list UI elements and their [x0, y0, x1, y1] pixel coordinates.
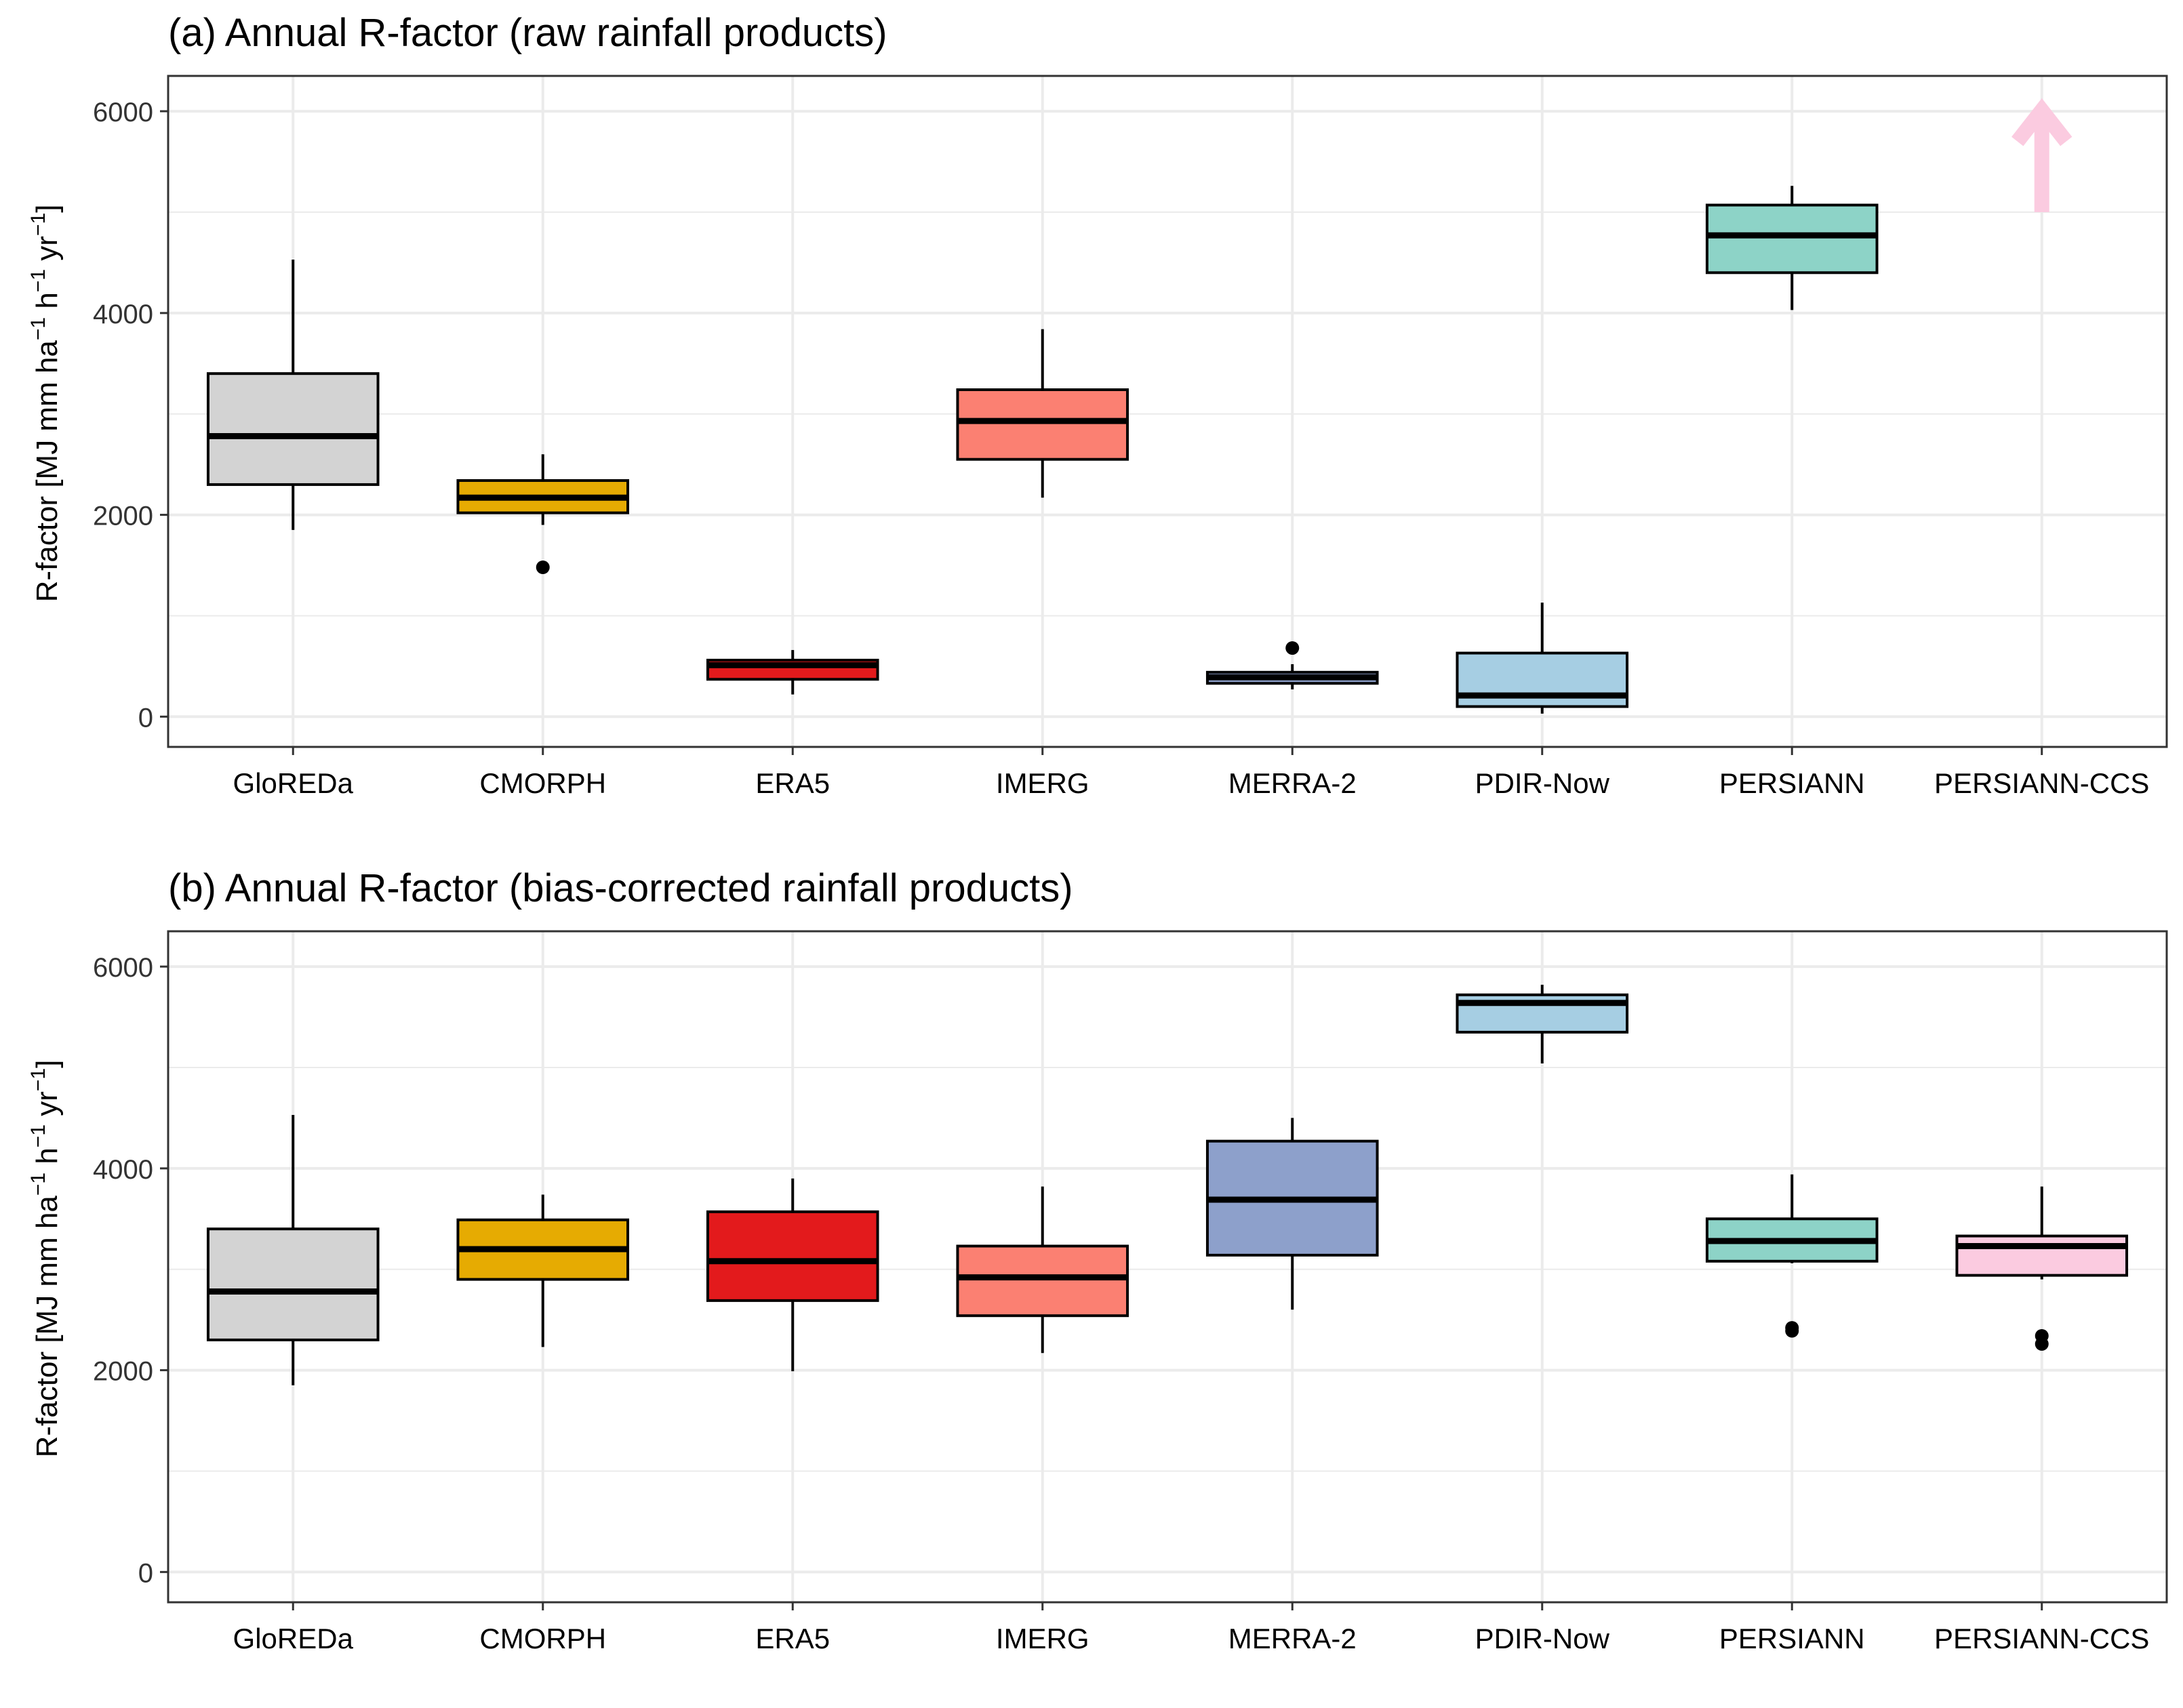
panel-a-x-tick-label: CMORPH — [479, 767, 606, 799]
panel-a-outlier-point — [1285, 641, 1300, 655]
panel-a-plot-background — [168, 76, 2167, 747]
panel-a-y-tick-label: 6000 — [93, 98, 153, 127]
panel-a-x-tick-label: GloREDa — [233, 767, 354, 799]
panel-b-plot-border — [167, 930, 2168, 1604]
panel-a-outlier-point — [536, 561, 550, 575]
panel-a-x-tick-label: PERSIANN — [1719, 767, 1865, 799]
panel-a-y-axis-label-end: ] — [31, 205, 64, 213]
panel-b-y-axis-label-yr: yr — [31, 1091, 64, 1124]
panel-a-x-tick-label: MERRA-2 — [1228, 767, 1357, 799]
panel-b-y-tick-label: 0 — [138, 1558, 153, 1588]
panel-a-y-axis-label-h: h — [31, 292, 64, 317]
panel-a-y-axis-label-yr: yr — [31, 236, 64, 269]
panel-b-x-tick-label: MERRA-2 — [1228, 1623, 1357, 1654]
panel-b-y-tick-label: 6000 — [93, 953, 153, 983]
panel-b-box — [956, 1244, 1129, 1318]
panel-a-x-tick-label: ERA5 — [755, 767, 830, 799]
panel-a-y-axis-label-main: R-factor [MJ mm ha — [31, 340, 64, 603]
panel-a-box — [206, 372, 380, 486]
panel-a-plot: 0 2000 4000 6000 GloREDa CMORPH ERA5 IMERG MERRA… — [93, 75, 2168, 799]
panel-b-outlier-point — [1785, 1321, 1799, 1335]
panel-b-y-axis-label-main: R-factor [MJ mm ha — [31, 1196, 64, 1458]
panel-b-y-axis-label-sup3: −1 — [27, 1068, 49, 1091]
panel-b-x-tick-label: PERSIANN-CCS — [1934, 1623, 2149, 1654]
panel-a-y-tick-label: 4000 — [93, 300, 153, 329]
panel-a-y-axis-label: R-factor [MJ mm ha−1 h−1 yr−1] — [27, 205, 64, 603]
panel-b-y-axis-label-sup2: −1 — [27, 1124, 49, 1147]
panel-a-y-axis-label-sup3: −1 — [27, 213, 49, 236]
panel-a-title: (a) Annual R-factor (raw rainfall produc… — [168, 11, 887, 55]
panel-a-y-axis-label-sup2: −1 — [27, 269, 49, 292]
panel-a-x-tick-label: IMERG — [996, 767, 1089, 799]
panel-b-x-tick-label: PDIR-Now — [1475, 1623, 1610, 1654]
panel-b-outlier-point — [2035, 1328, 2049, 1343]
panel-b-x-tick-label: CMORPH — [479, 1623, 606, 1654]
panel-a-y-tick-label: 0 — [138, 703, 153, 733]
panel-a-offscale-arrow-head — [2011, 98, 2072, 146]
panel-a-x-tick-label: PDIR-Now — [1475, 767, 1610, 799]
panel-a-plot-border — [167, 75, 2168, 748]
panel-a-y-axis-label-sup1: −1 — [27, 317, 49, 340]
panel-a-box — [1705, 203, 1879, 274]
panel-b-x-tick-label: PERSIANN — [1719, 1623, 1865, 1654]
panel-b-plot: 0 2000 4000 6000 GloREDa CMORPH ERA5 IMERG MERRA… — [93, 930, 2168, 1654]
panel-b-x-tick-label: GloREDa — [233, 1623, 354, 1654]
panel-b-y-tick-label: 4000 — [93, 1155, 153, 1185]
panel-b-y-axis-label-h: h — [31, 1147, 64, 1173]
panel-b-x-tick-label: ERA5 — [755, 1623, 830, 1654]
panel-a: (a) Annual R-factor (raw rainfall produc… — [27, 11, 2168, 799]
panel-b-y-axis-label-end: ] — [31, 1060, 64, 1068]
panel-a-box — [956, 388, 1129, 461]
panel-b-y-axis-label: R-factor [MJ mm ha−1 h−1 yr−1] — [27, 1060, 64, 1458]
panel-b-box — [706, 1210, 879, 1302]
panel-a-x-tick-label: PERSIANN-CCS — [1934, 767, 2149, 799]
panel-b-y-tick-label: 2000 — [93, 1357, 153, 1387]
panel-a-y-tick-label: 2000 — [93, 502, 153, 531]
panel-b-title: (b) Annual R-factor (bias-corrected rain… — [168, 866, 1073, 910]
panel-b-x-tick-label: IMERG — [996, 1623, 1089, 1654]
panel-b-box — [1955, 1234, 2129, 1277]
panel-b-y-axis-label-sup1: −1 — [27, 1173, 49, 1196]
panel-b: (b) Annual R-factor (bias-corrected rain… — [27, 866, 2168, 1654]
panel-a-box — [1456, 651, 1629, 708]
panel-b-box — [206, 1227, 380, 1341]
